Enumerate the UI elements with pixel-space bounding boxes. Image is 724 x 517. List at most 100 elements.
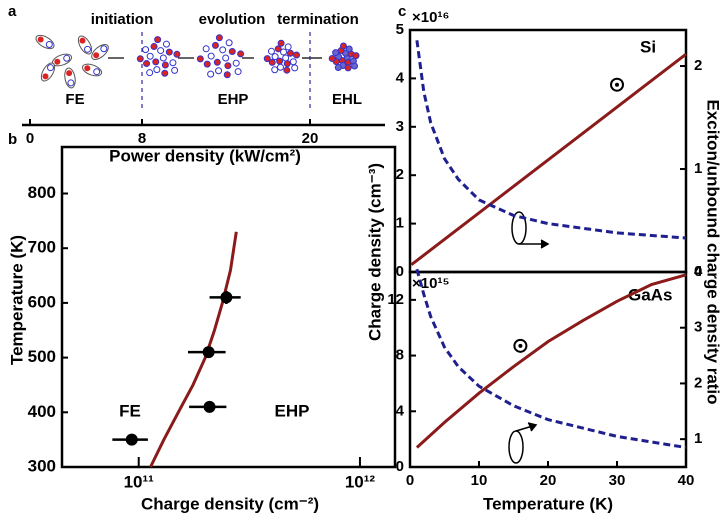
hole [234,68,242,76]
electron [224,62,232,70]
hole [332,49,340,57]
electron [339,42,347,50]
phase-label: FE [65,91,84,108]
hole [84,45,91,53]
electron [215,34,223,42]
electron [165,48,173,56]
electron [211,41,219,49]
x-tick-label: 30 [609,472,626,489]
electron [293,51,301,59]
x-tick-label: 40 [678,472,695,489]
electron [196,55,204,63]
hole [159,54,167,62]
electron [274,45,282,53]
hole [271,66,279,74]
y2-tick-label: 1 [694,430,702,447]
electron [228,47,236,55]
y-axis-label: Temperature (K) [7,235,26,365]
hole [284,43,292,51]
electron [150,43,158,51]
hole [215,67,223,75]
electron [79,37,86,44]
data-point [220,291,233,304]
density-line [415,273,687,449]
electron [143,60,151,68]
hole [153,66,161,74]
hole [207,70,215,78]
x-tick-label: 20 [302,130,319,147]
hole [169,59,177,67]
hole [45,41,53,48]
electron [93,52,100,59]
hole [334,64,342,72]
hole [202,45,210,53]
x-tick-label: 0 [406,472,414,489]
hole [232,59,240,67]
data-point-center [518,343,523,348]
y-tick-label: 600 [28,292,56,311]
data-point-center [615,82,619,87]
hole [146,69,154,77]
hole [171,66,179,74]
hole [267,47,275,55]
stage-label: termination [277,11,359,28]
hole [345,45,353,53]
electron [37,36,44,43]
x-tick-label: 10¹² [345,472,376,491]
y2-tick-label: 0 [694,263,702,280]
hole [67,79,75,87]
data-point [610,77,624,92]
electron [161,61,169,69]
y-tick-label: 5 [396,21,404,38]
x-axis-label: Charge density (cm⁻²) [141,494,319,513]
electron [268,58,276,66]
electron [213,58,221,66]
exciton [81,63,103,77]
exciton [35,34,55,50]
hole [282,54,290,62]
hole [146,52,154,60]
y-tick-label: 2 [396,166,404,183]
electron [263,55,271,63]
y-tick-label: 300 [28,456,56,475]
data-point [125,433,138,446]
hole [207,52,215,60]
y-tick-label: 3 [396,118,404,135]
y2-tick-label: 1 [694,160,702,177]
electron [283,60,291,68]
electron [286,49,294,57]
electron [84,65,91,72]
electron [237,50,245,58]
annotation: EHP [275,401,310,420]
stage-label: initiation [91,11,154,28]
material-label: GaAs [628,285,672,304]
panel-label: b [8,131,17,148]
y2-tick-label: 2 [694,374,702,391]
phase-label: EHP [218,91,249,108]
hole [162,40,170,48]
y2-tick-label: 4 [694,263,703,280]
x-tick-label: 0 [26,130,34,147]
x-axis-label: Power density (kW/cm²) [109,146,301,165]
electron [328,55,336,63]
y-tick-label: 0 [396,263,404,280]
exciton [77,35,93,55]
x-axis-label: Temperature (K) [483,494,613,513]
fit-curve [149,231,238,468]
electron [203,60,211,68]
electron [352,52,360,60]
electron [344,64,352,72]
electron [161,69,169,77]
electron [277,39,285,47]
exponent-label: ×10¹⁶ [412,9,449,26]
y-tick-label: 12 [387,291,404,308]
electron [136,55,144,63]
y-tick-label: 1 [396,215,404,232]
electron [154,36,162,44]
electron [54,58,61,65]
axis-indicator [508,211,550,464]
ratio-line [415,268,687,449]
y2-axis-label: Exciton/unbound charge density ratio [704,99,723,404]
hole [351,62,359,70]
electron [42,73,49,80]
